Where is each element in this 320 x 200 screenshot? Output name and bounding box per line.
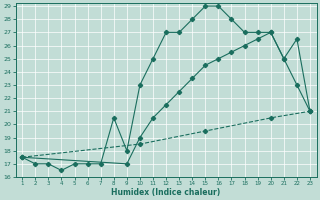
X-axis label: Humidex (Indice chaleur): Humidex (Indice chaleur) [111, 188, 221, 197]
